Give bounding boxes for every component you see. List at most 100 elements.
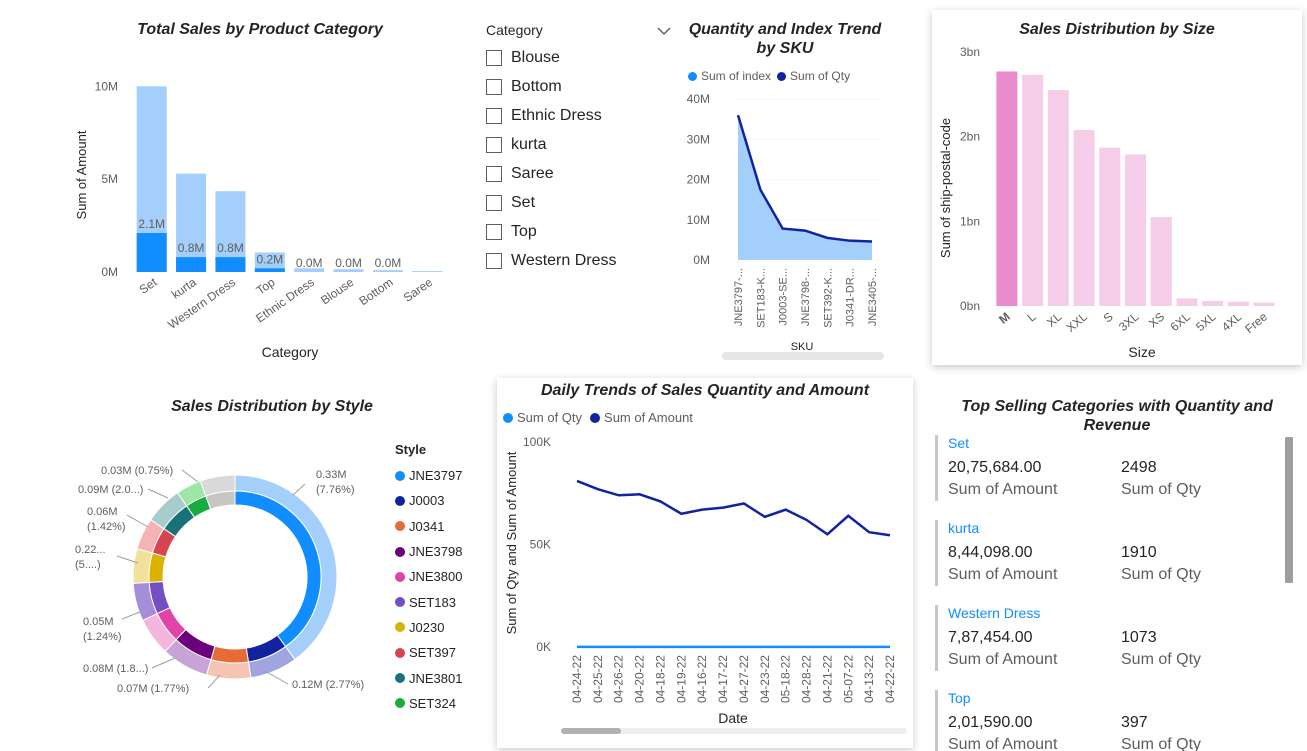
legend-item[interactable]: SET183: [395, 589, 480, 614]
slicer-header: Category: [486, 22, 671, 38]
checkbox[interactable]: [486, 252, 502, 269]
legend-item-qty[interactable]: Sum of Qty: [503, 410, 582, 425]
checkbox[interactable]: [486, 49, 502, 66]
bar-segment: [215, 257, 246, 272]
slicer-item[interactable]: Set: [486, 188, 676, 217]
category-slicer[interactable]: Category Blouse Bottom Ethnic Dress kurta Sa…: [486, 22, 676, 282]
line-series-amount: [576, 479, 891, 537]
daily-chart-scrollbar-track[interactable]: [561, 728, 907, 734]
bar-segment: [136, 233, 167, 272]
checkbox[interactable]: [486, 194, 502, 211]
x-tick-label: 04-26-22: [612, 655, 626, 703]
x-tick-label: 05-07-22: [841, 655, 855, 703]
slicer-item[interactable]: Top: [486, 217, 676, 246]
checkbox[interactable]: [486, 136, 502, 153]
legend-dot-icon: [395, 622, 405, 633]
style-legend: Style JNE3797 J0003 J0341 JNE3798 JNE3800 SET…: [395, 442, 480, 716]
legend-dot-icon: [688, 71, 697, 81]
y-tick-label: 0K: [536, 640, 551, 654]
legend-item-index[interactable]: Sum of index: [688, 69, 771, 83]
slicer-item[interactable]: kurta: [486, 130, 676, 159]
x-tick-label: S: [1101, 310, 1116, 326]
slicer-item[interactable]: Ethnic Dress: [486, 101, 676, 130]
category-row[interactable]: Set 20,75,684.00 2498 Sum of Amount Sum of Q…: [935, 435, 1265, 501]
slicer-item[interactable]: Saree: [486, 159, 676, 188]
daily-line-chart-visual[interactable]: Daily Trends of Sales Quantity and Amoun…: [497, 378, 913, 748]
data-label: 0.07M (1.77%): [117, 683, 189, 695]
x-tick-label: 04-24-22: [570, 655, 584, 703]
top-card-title: Top Selling Categories with Quantity and…: [935, 397, 1299, 435]
checkbox[interactable]: [486, 107, 502, 124]
data-label: 0.8M: [178, 241, 205, 255]
checkbox[interactable]: [486, 78, 502, 95]
category-row[interactable]: Western Dress 7,87,454.00 1073 Sum of Amoun…: [935, 605, 1265, 671]
category-bar-chart-visual[interactable]: Total Sales by Product Category Sum of A…: [60, 10, 460, 365]
amount-label: Sum of Amount: [948, 736, 1058, 751]
qty-value: 2498: [1121, 459, 1157, 476]
legend-item[interactable]: SET397: [395, 640, 480, 665]
size-bar-chart-visual[interactable]: Sales Distribution by Size Sum of ship-p…: [932, 10, 1302, 365]
data-label: 0.08M (1.8...): [83, 663, 148, 675]
style-donut-svg: 0.33M (7.76%) 0.12M (2.77%) 0.07M (1.77%) 0.…: [75, 465, 364, 695]
slicer-item[interactable]: Western Dress: [486, 246, 676, 275]
slicer-item[interactable]: Blouse: [486, 43, 676, 72]
sku-area-chart-visual[interactable]: Quantity and Index Trend by SKU Sum of i…: [680, 10, 890, 365]
legend-item[interactable]: J0003: [395, 488, 480, 513]
data-label: (1.42%): [87, 521, 126, 533]
slicer-item-label: Top: [511, 222, 537, 240]
legend-item[interactable]: J0230: [395, 615, 480, 640]
size-chart-ylabel: Sum of ship-postal-code: [938, 118, 953, 258]
daily-chart-legend: Sum of Qty Sum of Amount: [503, 410, 693, 425]
slicer-item-label: Ethnic Dress: [511, 106, 602, 124]
checkbox[interactable]: [486, 165, 502, 182]
data-label: (7.76%): [316, 484, 355, 496]
x-tick-label: L: [1024, 309, 1038, 324]
legend-dot-icon: [395, 597, 405, 608]
donut-slice-inner: [148, 552, 167, 583]
checkbox[interactable]: [486, 223, 502, 240]
category-row[interactable]: Top 2,01,590.00 397 Sum of Amount Sum of Qty: [935, 690, 1265, 751]
chevron-down-icon[interactable]: [657, 23, 671, 37]
y-tick-label: 10M: [95, 79, 118, 93]
bar-segment: [254, 268, 285, 272]
line-series-qty: [736, 114, 873, 243]
size-bar: [996, 71, 1018, 306]
leader-line: [121, 609, 146, 620]
y-tick-label: 50K: [530, 538, 551, 552]
legend-dot-icon: [777, 71, 787, 81]
legend-item-qty[interactable]: Sum of Qty: [777, 69, 850, 83]
daily-chart-ylabel: Sum of Qty and Sum of Amount: [504, 451, 519, 634]
data-label: 0.09M (2.0...): [78, 484, 143, 496]
legend-item-label: SET183: [409, 594, 456, 610]
legend-item[interactable]: JNE3801: [395, 665, 480, 690]
daily-chart-scrollbar-thumb[interactable]: [561, 728, 621, 734]
daily-chart-svg: Sum of Qty and Sum of Amount Date 0K 50K 1…: [504, 435, 907, 734]
style-donut-chart-visual[interactable]: Sales Distribution by Style 0.33M (7.76%)…: [60, 385, 480, 725]
x-tick-label: XS: [1146, 310, 1167, 331]
legend-item[interactable]: JNE3798: [395, 539, 480, 564]
data-label: 0.0M: [335, 256, 362, 270]
leader-line: [292, 483, 306, 496]
x-tick-label: 04-22-22: [883, 655, 897, 703]
size-bar: [1125, 154, 1146, 306]
legend-item[interactable]: SET324: [395, 691, 480, 716]
data-label: 0.0M: [375, 256, 402, 270]
y-tick-label: 1bn: [960, 214, 980, 228]
size-bar: [1047, 90, 1069, 306]
legend-item[interactable]: JNE3797: [395, 463, 480, 488]
x-tick-label: Bottom: [356, 275, 395, 308]
legend-dot-icon: [395, 673, 405, 684]
sku-chart-scrollbar[interactable]: [722, 352, 884, 360]
legend-item[interactable]: JNE3800: [395, 564, 480, 589]
legend-dot-icon: [395, 546, 405, 557]
category-row[interactable]: kurta 8,44,098.00 1910 Sum of Amount Sum of …: [935, 520, 1265, 586]
legend-item-amount[interactable]: Sum of Amount: [590, 410, 693, 425]
size-bar: [1253, 302, 1275, 306]
category-chart-title: Total Sales by Product Category: [137, 21, 383, 38]
legend-item[interactable]: J0341: [395, 514, 480, 539]
slicer-item[interactable]: Bottom: [486, 72, 676, 101]
top-card-scrollbar[interactable]: [1285, 437, 1293, 583]
area-series-index: [738, 115, 872, 260]
top-categories-card[interactable]: Top Selling Categories with Quantity and…: [935, 385, 1299, 751]
qty-value: 397: [1121, 714, 1148, 731]
